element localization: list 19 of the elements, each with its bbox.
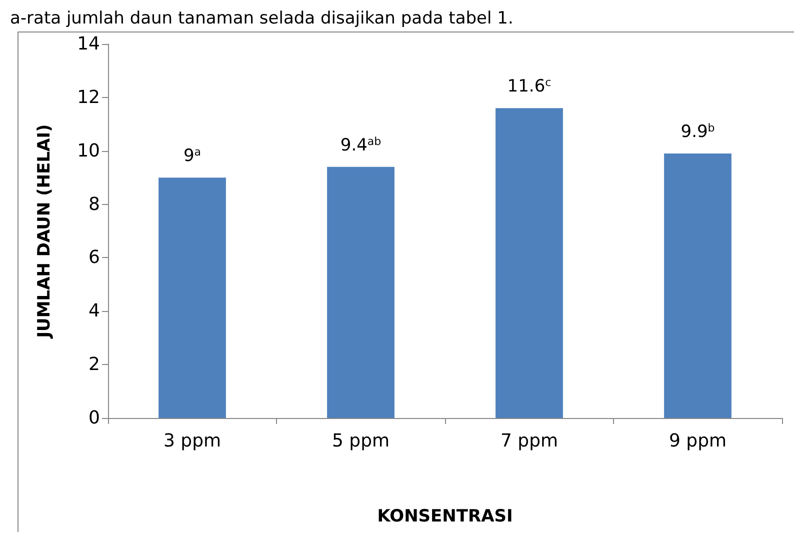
bar [327,166,394,418]
x-tick-label: 5 ppm [332,430,390,452]
y-axis-title: JUMLAH DAUN (HELAI) [34,124,54,339]
y-tick-label: 10 [77,140,100,162]
y-tick-label: 14 [77,34,100,54]
y-tick-label: 4 [88,300,100,322]
text: a-rata jumlah daun tanaman selada disajikan pada tabel 1. [10,8,514,28]
y-tick-label: 2 [88,354,100,376]
y-tick-label: 0 [88,408,100,428]
bar [664,154,732,418]
y-tick-label: 6 [88,247,100,268]
y-tick-label: 12 [77,86,100,108]
bar [158,178,226,418]
x-tick-label: 9 ppm [668,430,727,452]
y-tick-label: 8 [88,194,100,215]
x-axis-title: KONSENTRASI [377,506,513,526]
x-tick-label: 7 ppm [500,430,558,452]
x-tick-label: 3 ppm [163,430,222,452]
bar [496,108,563,418]
